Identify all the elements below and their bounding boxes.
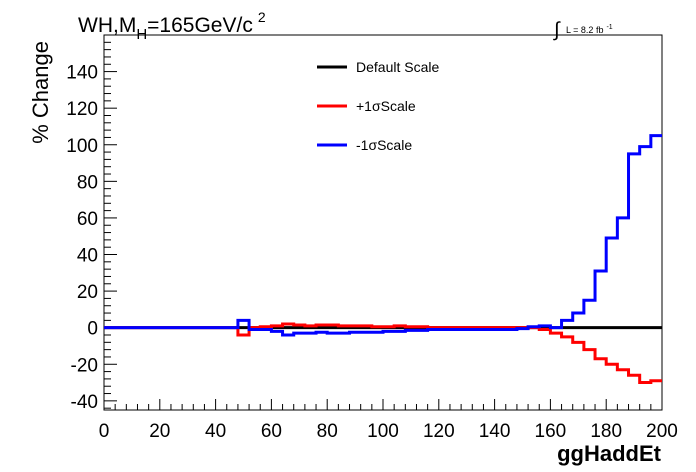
x-tick-label: 0 xyxy=(99,421,110,442)
legend-label-3: -1σScale xyxy=(356,137,412,153)
y-tick-label: 60 xyxy=(77,209,98,230)
x-tick-label: 120 xyxy=(423,421,455,442)
x-tick-label: 40 xyxy=(205,421,226,442)
luminosity-label: L = 8.2 fb -1 xyxy=(566,24,613,35)
chart-title: WH,MH=165GeV/c 2 xyxy=(78,9,266,43)
y-tick-label: 100 xyxy=(66,136,98,157)
x-tick-label: 160 xyxy=(535,421,567,442)
y-tick-label: 40 xyxy=(77,246,98,267)
y-tick-label: -40 xyxy=(71,392,98,413)
y-tick-label: 20 xyxy=(77,282,98,303)
x-tick-label: 20 xyxy=(149,421,170,442)
x-tick-label: 60 xyxy=(261,421,282,442)
y-tick-label: 0 xyxy=(87,319,98,340)
chart-title-superscript: 2 xyxy=(258,9,266,25)
y-tick-label: -20 xyxy=(71,355,98,376)
y-tick-label: 120 xyxy=(66,99,98,120)
chart-title-prefix: WH,M xyxy=(78,14,136,37)
x-tick-label: 180 xyxy=(590,421,622,442)
series-line-2 xyxy=(104,322,662,385)
x-axis-title: ggHaddEt xyxy=(557,441,662,466)
series-line-3 xyxy=(104,134,662,337)
axis-ticks: 0 20 40 60 80 100 120 140 160 180 200 -40 -20 0 20 40 60… xyxy=(66,34,678,442)
x-tick-label: 140 xyxy=(479,421,511,442)
x-tick-label: 80 xyxy=(317,421,338,442)
luminosity-text: L = 8.2 fb xyxy=(566,25,603,35)
series-lines xyxy=(104,134,662,385)
y-axis-title: % Change xyxy=(28,41,53,144)
chart-title-suffix: =165GeV/c xyxy=(147,14,253,37)
legend: Default Scale +1σScale -1σScale xyxy=(317,59,439,153)
luminosity-integral: ∫ xyxy=(553,19,561,41)
y-tick-label: 140 xyxy=(66,63,98,84)
luminosity-superscript: -1 xyxy=(606,24,612,31)
legend-label-2: +1σScale xyxy=(356,98,416,114)
legend-label-1: Default Scale xyxy=(356,59,439,75)
x-tick-label: 200 xyxy=(646,421,678,442)
y-tick-label: 80 xyxy=(77,172,98,193)
x-tick-label: 100 xyxy=(367,421,399,442)
